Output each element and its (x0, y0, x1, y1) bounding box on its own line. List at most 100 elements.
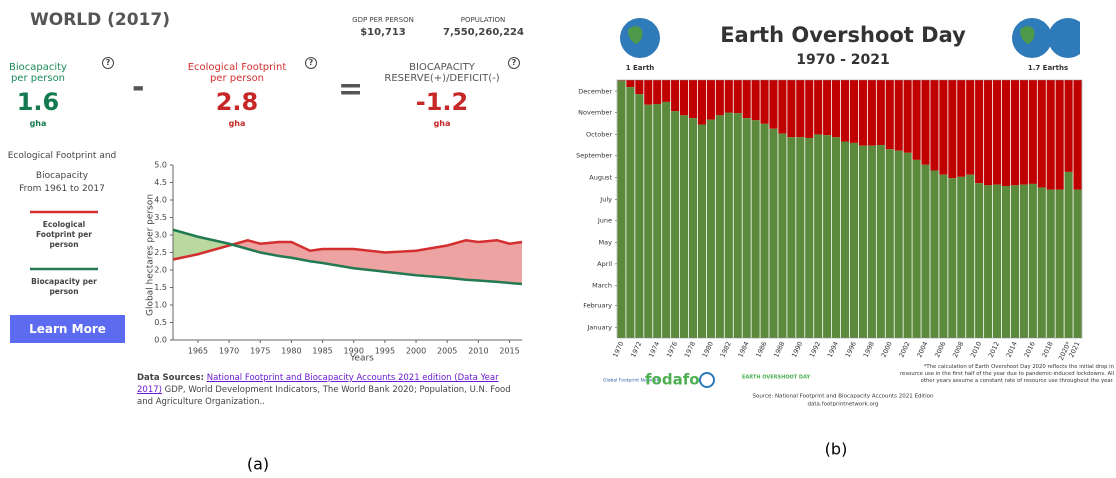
bar (787, 137, 796, 338)
bar-rest (885, 80, 894, 150)
bar-rest (733, 80, 742, 114)
learn-more-button[interactable]: Learn More (10, 315, 125, 343)
bar (1055, 189, 1064, 338)
x-tick-label: 1984 (736, 340, 750, 358)
stat-value: 7,550,260,224 (443, 27, 524, 38)
bar (751, 120, 760, 339)
bar-rest (921, 80, 930, 165)
help-icon[interactable]: ? (508, 57, 520, 69)
sources-text: GDP, World Development Indicators, The W… (137, 385, 511, 407)
help-icon[interactable]: ? (305, 57, 317, 69)
bar-rest (1055, 80, 1064, 190)
bar-rest (867, 80, 876, 146)
y-tick-label: 1.0 (154, 301, 167, 310)
y-tick-label: March (592, 282, 612, 290)
bar (626, 87, 635, 338)
bar (769, 128, 778, 338)
bar (885, 149, 894, 338)
bar-rest (1037, 80, 1046, 188)
bar-rest (840, 80, 850, 142)
caption: (a) (247, 455, 269, 474)
logo-text: fodafo (645, 371, 700, 389)
bar (975, 183, 984, 338)
bar (662, 101, 671, 339)
bar-rest (805, 80, 814, 138)
y-tick-label: July (599, 195, 612, 203)
y-tick-label: 0.0 (154, 336, 167, 345)
x-tick-label: 1978 (683, 340, 697, 358)
bar (849, 142, 859, 338)
bar (742, 118, 751, 338)
sources-link[interactable]: National Footprint and Biocapacity Accou… (137, 373, 499, 395)
bar (966, 174, 975, 338)
x-tick-label: 2016 (1023, 340, 1037, 358)
bar-rest (1064, 80, 1073, 172)
bar (832, 137, 841, 338)
bar-rest (715, 80, 724, 116)
bar (733, 113, 742, 338)
x-tick-label: 1990 (790, 340, 804, 358)
area-fill (173, 240, 522, 284)
x-tick-label: 2004 (915, 340, 929, 358)
x-tick-label: 1998 (862, 340, 876, 358)
x-tick-label: 1995 (375, 347, 395, 356)
globe-land (628, 26, 643, 44)
bar-rest (796, 80, 805, 138)
bar (1073, 189, 1082, 338)
bar-rest (1019, 80, 1028, 185)
bar-rest (957, 80, 966, 177)
logo-icon (699, 372, 715, 388)
bar-rest (948, 80, 957, 179)
x-tick-label: 2012 (987, 340, 1001, 358)
bar-rest (760, 80, 769, 124)
x-tick-label: 2006 (933, 340, 947, 358)
bar-rest (697, 80, 707, 125)
help-icon[interactable]: ? (102, 57, 114, 69)
stat-label: GDP PER PERSON (352, 16, 414, 24)
y-tick-label: February (583, 301, 612, 309)
metric-unit: gha (433, 119, 451, 128)
y-tick-label: 5.0 (154, 161, 167, 170)
legend-label: Biocapacity per person (31, 277, 97, 296)
bar (930, 170, 939, 338)
x-tick-label: 2015 (499, 347, 519, 356)
x-tick-label: 1965 (188, 347, 208, 356)
bar-rest (930, 80, 939, 171)
bar (715, 115, 724, 338)
y-tick-label: 3.5 (154, 213, 167, 222)
stat-label: POPULATION (460, 16, 506, 24)
x-axis-label: Years (349, 354, 374, 364)
operator: - (132, 70, 145, 105)
bar-rest (858, 80, 867, 146)
bar-rest (679, 80, 689, 116)
bar-rest (832, 80, 841, 138)
note: 1.7 Earths (1028, 64, 1068, 72)
bar-rest (984, 80, 993, 186)
bar-rest (992, 80, 1002, 185)
bar (984, 185, 993, 338)
x-tick-label: 1972 (629, 340, 643, 358)
globe-icon (1048, 18, 1088, 58)
globe-cut (1080, 14, 1090, 64)
x-tick-label: 1974 (647, 340, 661, 358)
bar-rest (644, 80, 653, 105)
bar-rest (742, 80, 751, 119)
bar (671, 111, 680, 338)
bar (948, 178, 957, 338)
metric-value: 1.6 (16, 88, 60, 116)
bar (805, 137, 814, 338)
bar (1001, 186, 1011, 338)
chart-title: Earth Overshoot Day (720, 23, 966, 47)
side-range: From 1961 to 2017 (19, 184, 105, 194)
x-tick-label: 1980 (701, 340, 715, 358)
metric-label: Ecological Footprint per person (187, 62, 287, 84)
y-tick-label: January (586, 323, 612, 331)
x-tick-label: 2014 (1005, 340, 1019, 358)
bar-rest (912, 80, 921, 160)
logo-text: EARTH OVERSHOOT DAY (742, 375, 810, 381)
bar-rest (617, 80, 626, 81)
bar (653, 104, 662, 339)
bar (1028, 183, 1037, 338)
bar (957, 176, 966, 338)
